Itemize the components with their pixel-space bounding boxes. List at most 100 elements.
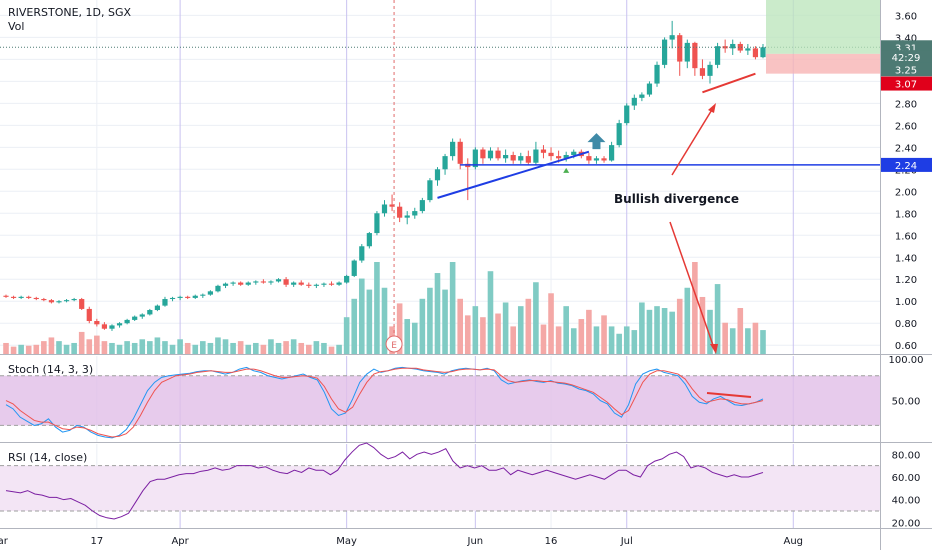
candle <box>291 281 297 287</box>
candle-body <box>525 156 531 163</box>
volume-bar <box>86 339 93 354</box>
candle-body <box>646 83 653 95</box>
candle <box>404 211 410 225</box>
volume-bar <box>623 326 630 354</box>
volume-bar <box>608 326 615 354</box>
candle <box>737 41 743 53</box>
candle-body <box>639 94 645 98</box>
candle <box>268 280 274 285</box>
volume-bar <box>760 330 766 354</box>
candle-body <box>18 296 24 298</box>
price-tick-label: 2.40 <box>895 143 917 154</box>
candle-body <box>397 206 403 218</box>
candle-body <box>503 155 509 159</box>
earnings-badge-label: E <box>391 341 397 351</box>
x-tick-label: 16 <box>545 536 558 547</box>
candle <box>487 147 494 161</box>
candle <box>714 42 721 69</box>
candle-body <box>381 204 388 214</box>
price-label-text: 3.31 <box>895 43 917 54</box>
candle <box>63 299 70 303</box>
volume-bar <box>714 284 721 354</box>
candle-body <box>283 279 289 285</box>
volume-bar <box>25 345 32 354</box>
price-tick-label: 0.60 <box>895 341 917 352</box>
candle <box>253 280 259 285</box>
candle-body <box>548 152 554 157</box>
candle-body <box>86 308 92 322</box>
candle <box>601 156 607 163</box>
candle <box>525 150 531 165</box>
volume-bar <box>699 296 706 354</box>
volume-bar <box>654 306 660 354</box>
price-tick-label: 3.60 <box>895 11 917 22</box>
candle <box>26 295 32 300</box>
rsi-tick-label: 80.00 <box>892 450 921 461</box>
volume-bar <box>502 302 509 354</box>
stoch-tick-label: 100.00 <box>889 355 924 366</box>
annotation-bullish-divergence: Bullish divergence <box>614 192 739 206</box>
volume-bar <box>692 262 698 354</box>
volume-bar <box>328 346 335 354</box>
candle-body <box>116 323 123 326</box>
volume-bar <box>336 344 342 354</box>
volume-bar <box>555 326 562 354</box>
volume-bar <box>139 339 146 354</box>
candle-body <box>275 279 282 282</box>
volume-bar <box>578 319 585 354</box>
candle-body <box>10 296 17 298</box>
candle <box>200 293 206 298</box>
price-tick-label: 1.40 <box>895 253 917 264</box>
x-tick-label: Mar <box>0 536 9 547</box>
stoch-tick-label: 50.00 <box>892 397 921 408</box>
rsi-tick-label: 20.00 <box>892 518 921 529</box>
candle-body <box>533 149 539 163</box>
candle <box>389 194 395 212</box>
candle <box>639 92 645 102</box>
candle <box>427 178 433 203</box>
candle <box>10 295 17 300</box>
candle <box>533 141 539 165</box>
annotation-arrow-down <box>669 221 715 349</box>
volume-bar <box>449 262 456 354</box>
volume-bar <box>616 333 622 354</box>
candle <box>631 94 637 110</box>
volume-bar <box>419 298 426 354</box>
volume-bar <box>192 344 199 354</box>
volume-bar <box>570 328 577 354</box>
candle <box>381 200 388 217</box>
candle-body <box>328 283 335 285</box>
volume-bar <box>215 337 221 354</box>
volume-bar <box>745 328 751 354</box>
volume-bar <box>63 344 70 354</box>
volume-bar <box>404 319 411 354</box>
candle-body <box>563 155 569 159</box>
candle <box>646 81 653 97</box>
candle-body <box>510 155 516 161</box>
candle <box>79 297 85 311</box>
volume-label: Vol <box>8 20 25 33</box>
volume-bar <box>631 330 638 354</box>
volume-bar <box>533 282 539 354</box>
candle <box>480 147 486 164</box>
candle-body <box>63 300 70 302</box>
candle <box>109 324 115 331</box>
candle <box>677 32 683 76</box>
candle-body <box>722 46 728 49</box>
candle <box>419 197 425 214</box>
candle-body <box>472 149 478 168</box>
volume-bar <box>593 326 600 354</box>
price-tick-label: 3.40 <box>895 33 917 44</box>
candle <box>192 294 198 300</box>
candle <box>169 296 176 302</box>
volume-bar <box>237 341 244 354</box>
rsi-label: RSI (14, close) <box>8 451 88 464</box>
candle-body <box>752 48 759 58</box>
candle <box>162 296 168 307</box>
candle-body <box>162 299 168 306</box>
volume-bar <box>33 344 40 354</box>
x-tick-label: Jul <box>620 536 633 547</box>
price-label-bg <box>881 50 932 65</box>
